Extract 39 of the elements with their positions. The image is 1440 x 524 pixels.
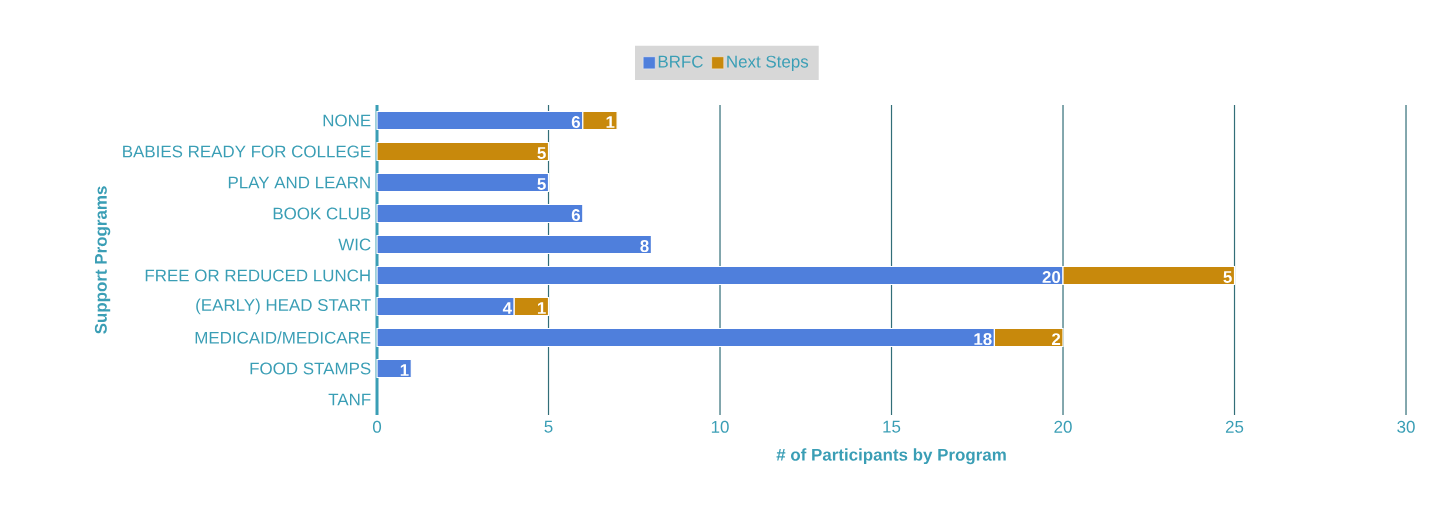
data-label: 5 (1223, 271, 1232, 283)
data-label: 6 (571, 209, 581, 222)
bar (376, 203, 584, 224)
data-label: 6 (571, 116, 581, 129)
data-label: 18 (974, 333, 992, 346)
legend-label: Next Steps (727, 55, 809, 71)
bar (376, 234, 653, 255)
x-tick-label: 10 (711, 420, 729, 433)
y-tick-label: (EARLY) HEAD START (196, 298, 371, 315)
x-tick-label: 20 (1054, 420, 1072, 433)
y-tick-label: BOOK CLUB (273, 207, 371, 220)
y-tick-label: FREE OR REDUCED LUNCH (145, 269, 370, 282)
y-tick-label: BABIES READY FOR COLLEGE (123, 145, 371, 158)
data-label: 1 (537, 302, 546, 314)
y-tick-label: WIC (338, 238, 371, 251)
y-axis-title: Support Programs (94, 186, 111, 334)
data-label: 1 (606, 116, 615, 128)
data-label: 5 (537, 178, 546, 190)
bar (376, 141, 550, 162)
y-tick-label: FOOD STAMPS (250, 362, 371, 375)
x-axis-title: # of Participants by Program (776, 448, 1006, 465)
y-tick-label: NONE (323, 114, 371, 127)
data-label: 1 (400, 364, 409, 376)
data-label: 5 (537, 147, 546, 159)
data-label: 8 (640, 240, 649, 253)
bar (376, 358, 412, 379)
data-label: 20 (1042, 271, 1061, 284)
data-label: 2 (1051, 333, 1061, 345)
y-tick-label: MEDICAID/MEDICARE (195, 331, 371, 344)
data-label: 4 (502, 302, 512, 314)
y-tick-label: TANF (328, 393, 371, 406)
bar (376, 172, 550, 193)
x-tick-label: 15 (883, 420, 901, 433)
x-tick-label: 30 (1397, 420, 1415, 433)
x-tick-label: 5 (544, 420, 553, 433)
y-tick-label: PLAY AND LEARN (228, 176, 370, 189)
x-tick-label: 25 (1225, 420, 1244, 433)
legend-label: BRFC (658, 55, 703, 68)
x-tick-label: 0 (372, 420, 382, 433)
